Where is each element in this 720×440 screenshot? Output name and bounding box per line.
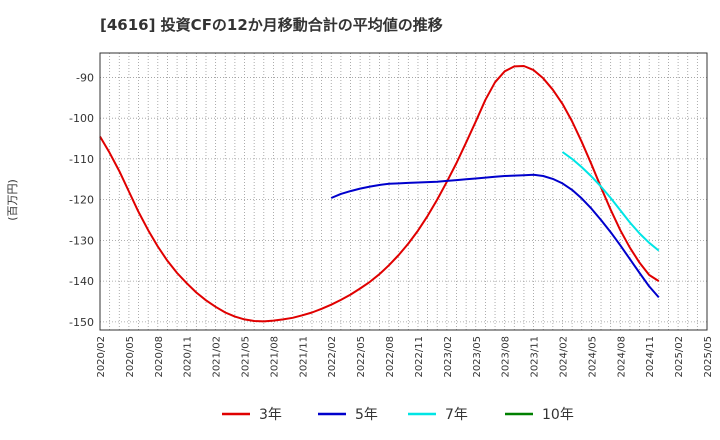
series-layer: [99, 65, 660, 323]
y-tick-label: -90: [76, 71, 94, 84]
x-tick-label: 2020/08: [154, 336, 165, 378]
x-tick-label: 2025/02: [674, 336, 685, 378]
series-line-3年: [99, 65, 660, 323]
x-tick-label: 2023/02: [443, 336, 454, 378]
series-line-7年: [561, 151, 660, 252]
x-tick-label: 2020/11: [183, 336, 194, 378]
y-axis-label: (百万円): [6, 179, 19, 221]
x-tick-label: 2025/05: [703, 336, 714, 378]
x-tick-label: 2020/05: [125, 336, 136, 378]
x-tick-label: 2021/08: [269, 336, 280, 378]
x-tick-label: 2021/11: [298, 336, 309, 378]
x-tick-label: 2022/05: [356, 336, 367, 378]
legend: 3年 5年 7年 10年: [222, 407, 574, 423]
grid-layer: [100, 53, 707, 330]
x-tick-label: 2024/11: [645, 336, 656, 378]
x-tick-label: 2022/02: [327, 336, 338, 378]
x-tick-label: 2022/11: [414, 336, 425, 378]
y-tick-label: -150: [69, 316, 94, 329]
y-tick-label: -140: [69, 275, 94, 288]
x-tick-label: 2024/02: [558, 336, 569, 378]
y-tick-label: -130: [69, 234, 94, 247]
y-tick-label: -100: [69, 112, 94, 125]
legend-label: 10年: [542, 407, 574, 423]
x-tick-label: 2024/08: [616, 336, 627, 378]
legend-label: 7年: [445, 407, 468, 423]
x-tick-label: 2024/05: [587, 336, 598, 378]
x-tick-label: 2021/05: [241, 336, 252, 378]
x-tick-label: 2020/02: [96, 336, 107, 378]
legend-label: 5年: [355, 407, 378, 423]
x-tick-label: 2021/02: [212, 336, 223, 378]
chart-title: [4616] 投資CFの12か月移動合計の平均値の推移: [100, 16, 443, 34]
plot-frame: [99, 52, 708, 331]
x-tick-label: 2023/11: [530, 336, 541, 378]
x-tick-label: 2022/08: [385, 336, 396, 378]
series-line-5年: [330, 173, 660, 299]
y-tick-label: -110: [69, 153, 94, 166]
x-tick-label: 2023/05: [472, 336, 483, 378]
legend-label: 3年: [259, 407, 282, 423]
x-tick-label: 2023/08: [501, 336, 512, 378]
y-tick-label: -120: [69, 194, 94, 207]
